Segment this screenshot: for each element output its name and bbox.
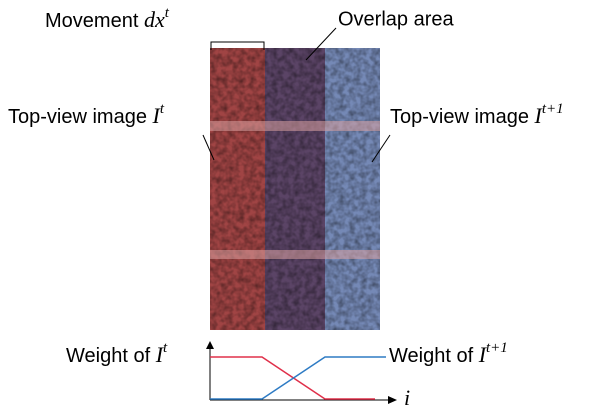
text-part: t+1 [486,340,508,356]
text-part: Movement [45,10,139,32]
text-part: t [160,101,165,117]
left-weight-label: Weight of It [66,340,168,367]
left-image-label: Top-view image It [8,101,165,128]
axis-label: i [404,385,410,410]
text-part: dx [144,7,165,32]
text-part: Weight of [389,345,474,367]
text-part: Top-view image [8,106,147,128]
right-image-label: Top-view image It+1 [390,101,564,128]
arrow [388,396,397,404]
diagram: Movement dxt Overlap area Top-view image… [0,0,614,410]
text-part: t [165,5,170,21]
texture [210,48,380,330]
movement-label: Movement dxt [45,5,170,32]
text-part: t+1 [542,101,564,117]
text-part: Top-view image [390,106,529,128]
text-part: Weight of [66,345,151,367]
overlap-label: Overlap area [338,8,454,30]
text-part: t [163,340,168,356]
right-weight-label: Weight of It+1 [389,340,508,367]
image-area [210,48,380,330]
blue-weight [210,357,386,399]
weight-plot: Weight of It Weight of It+1 i [66,340,508,410]
band [210,121,380,131]
arrow [206,341,214,349]
band [210,250,380,259]
